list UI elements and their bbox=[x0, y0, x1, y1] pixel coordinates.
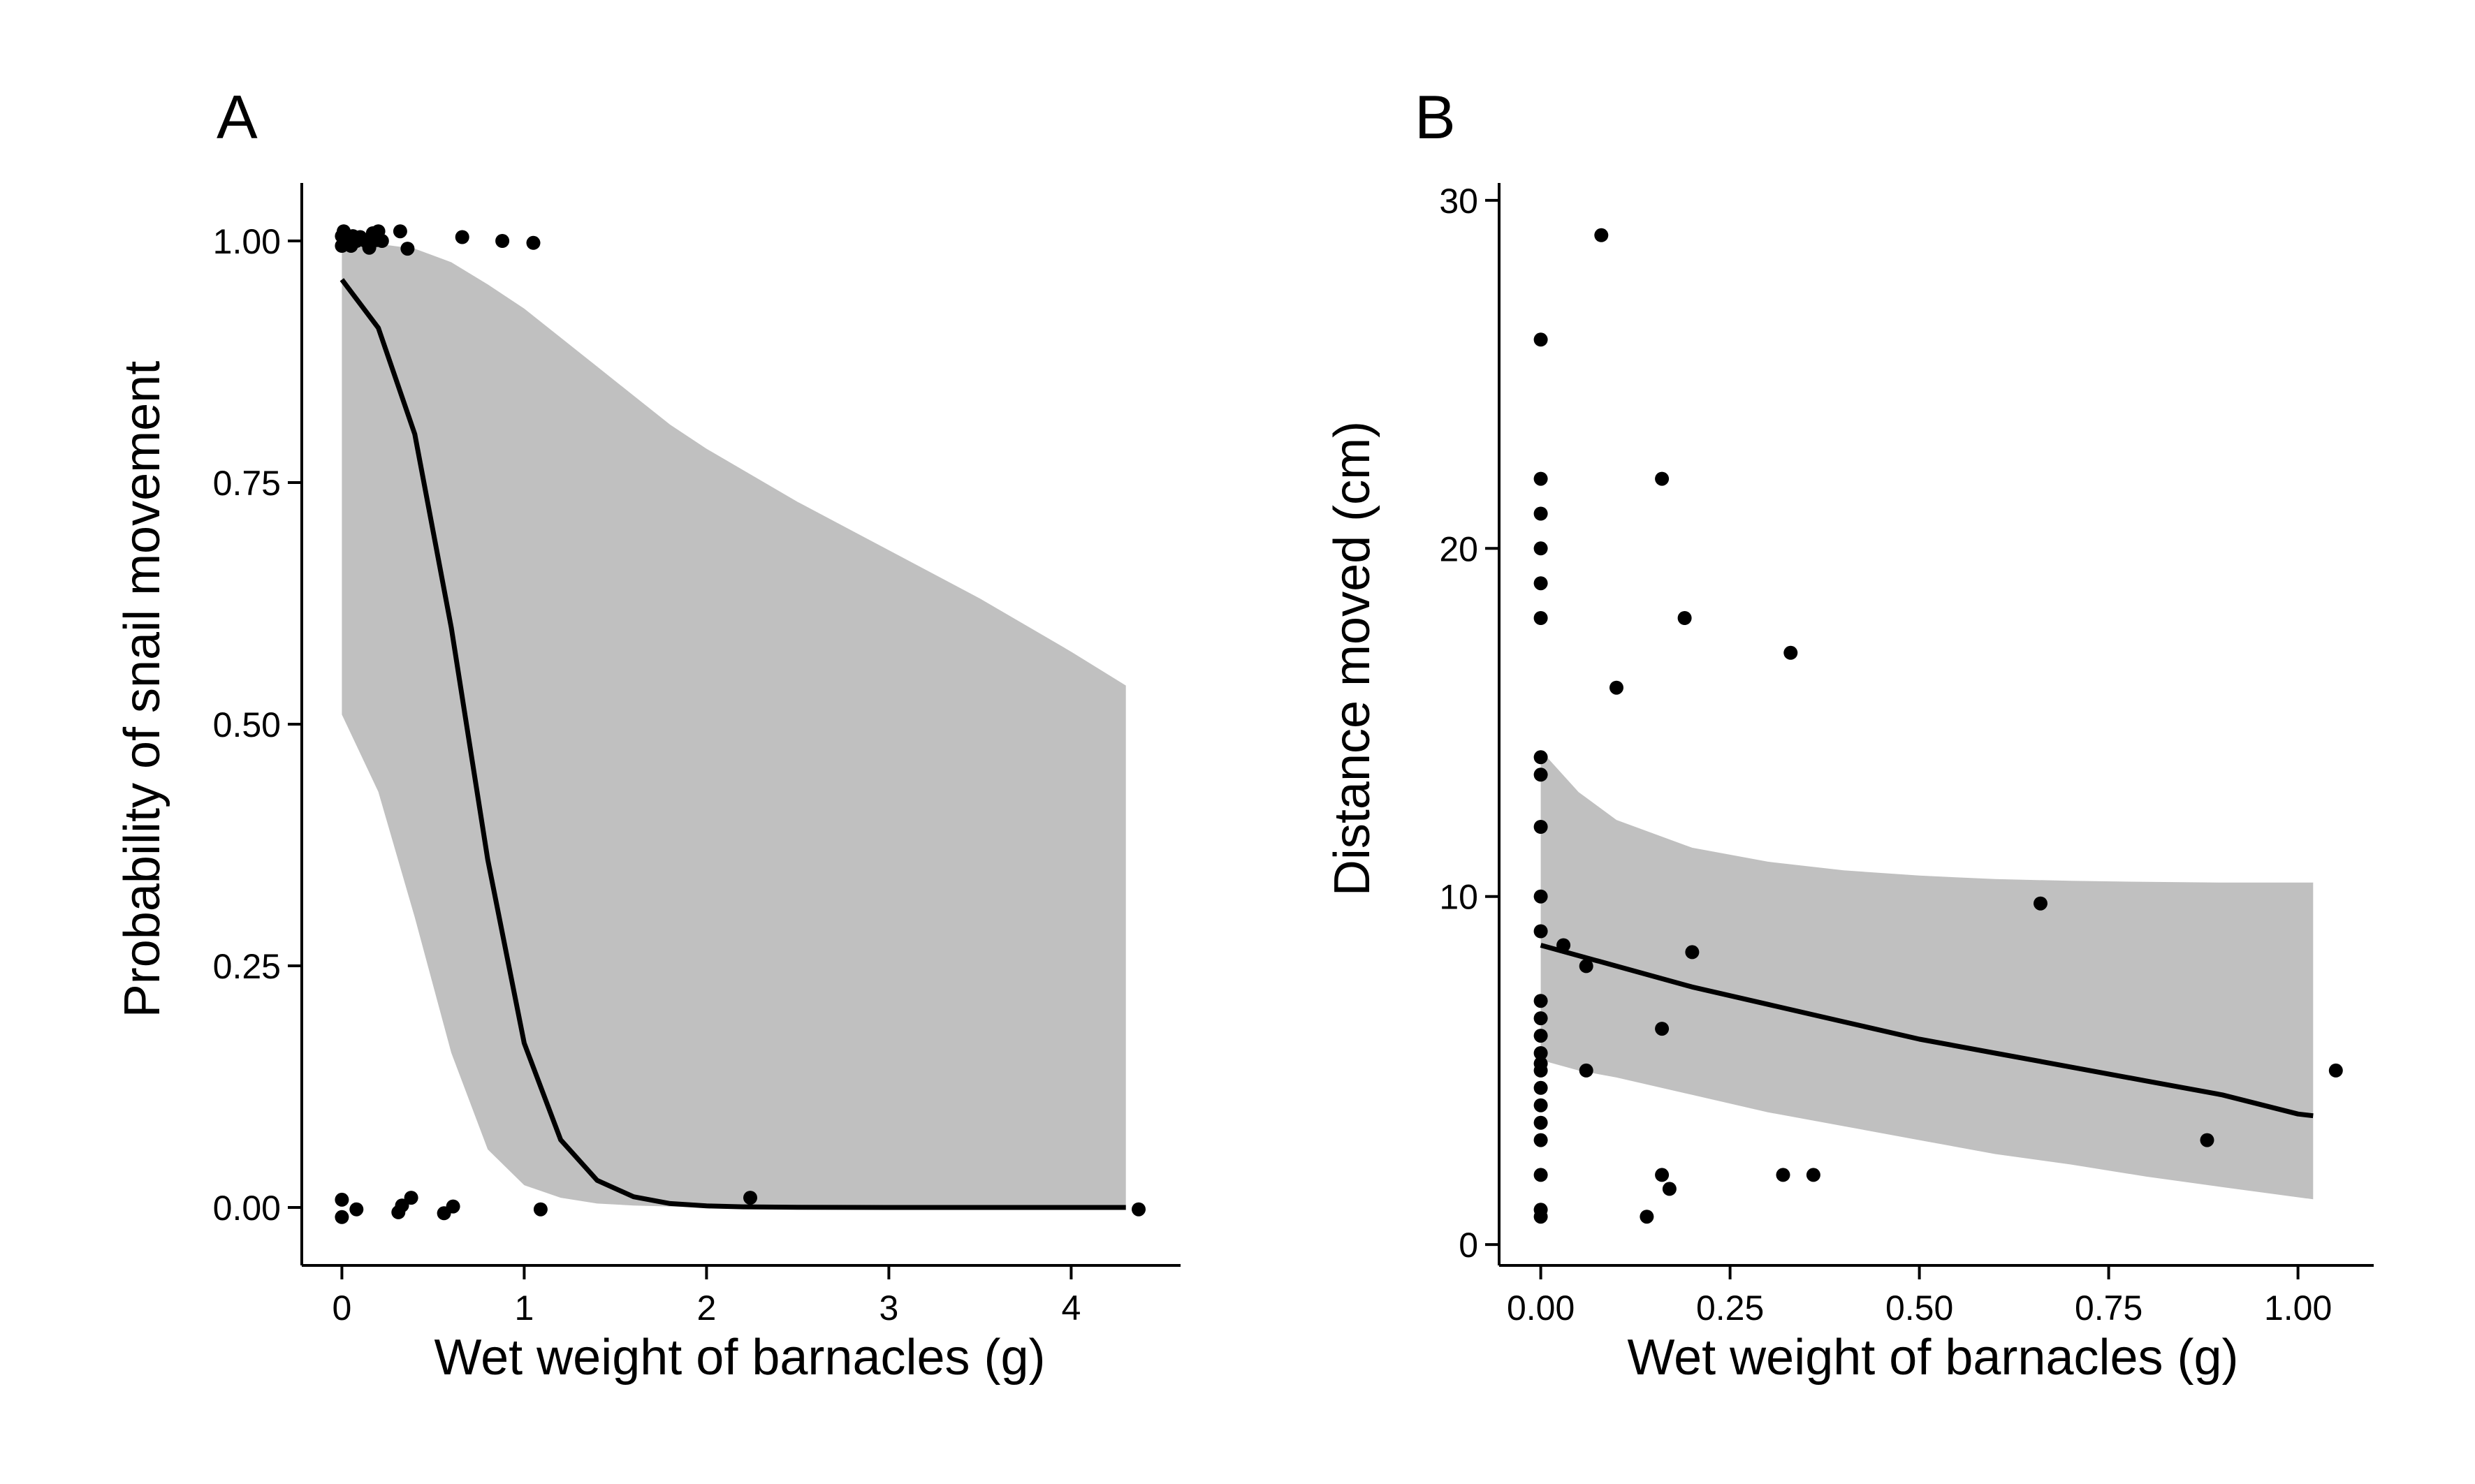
data-point bbox=[1132, 1202, 1146, 1217]
fit-line bbox=[1540, 943, 2314, 1119]
data-point bbox=[743, 1191, 757, 1205]
data-point bbox=[1655, 1022, 1670, 1036]
data-point bbox=[1533, 889, 1548, 904]
panel-b: B Wet weight of barnacles (g) Distance m… bbox=[1324, 82, 2374, 1386]
data-point bbox=[1533, 1046, 1548, 1060]
x-tick-label: 0.25 bbox=[1696, 1288, 1764, 1328]
data-point bbox=[2034, 896, 2047, 911]
data-point bbox=[1594, 228, 1609, 242]
data-point bbox=[1533, 1133, 1548, 1147]
data-point bbox=[404, 1191, 418, 1205]
x-tick-label: 0.00 bbox=[1507, 1288, 1575, 1328]
data-point bbox=[495, 234, 510, 248]
data-point bbox=[1533, 1011, 1548, 1026]
data-point bbox=[1533, 1210, 1548, 1224]
data-point bbox=[1533, 1080, 1548, 1095]
data-point bbox=[1533, 1115, 1548, 1130]
data-point bbox=[1533, 750, 1548, 765]
data-point bbox=[1533, 924, 1548, 939]
y-tick-label: 0.75 bbox=[213, 464, 281, 503]
data-point bbox=[335, 1210, 349, 1224]
y-tick-label: 1.00 bbox=[213, 222, 281, 261]
data-point bbox=[1677, 611, 1692, 625]
panel-label-b: B bbox=[1415, 82, 1456, 152]
data-point bbox=[1533, 994, 1548, 1008]
x-tick-label: 0.75 bbox=[2075, 1288, 2142, 1328]
data-point bbox=[455, 230, 469, 244]
data-point bbox=[1640, 1210, 1654, 1224]
data-point bbox=[1533, 1063, 1548, 1078]
y-axis-title-a: Probability of snail movement bbox=[115, 361, 170, 1018]
y-axis-title-b: Distance moved (cm) bbox=[1324, 421, 1380, 896]
y-tick-label: 0 bbox=[1459, 1226, 1478, 1265]
data-point bbox=[1533, 820, 1548, 834]
data-point bbox=[1533, 1029, 1548, 1043]
data-point bbox=[1579, 959, 1593, 974]
data-point bbox=[533, 1202, 548, 1217]
data-point bbox=[1655, 1168, 1670, 1182]
data-point bbox=[1655, 471, 1670, 486]
data-point bbox=[1806, 1168, 1820, 1182]
data-point bbox=[526, 235, 541, 250]
y-tick-label: 0.50 bbox=[213, 705, 281, 744]
data-point bbox=[1533, 506, 1548, 521]
data-point bbox=[400, 242, 415, 256]
panel-label-a: A bbox=[217, 82, 258, 152]
x-tick-label: 1 bbox=[515, 1288, 534, 1328]
x-tick-label: 1.00 bbox=[2264, 1288, 2332, 1328]
data-point bbox=[1533, 541, 1548, 556]
data-point bbox=[1533, 767, 1548, 782]
y-tick-label: 0.00 bbox=[213, 1189, 281, 1228]
data-point bbox=[1556, 938, 1571, 953]
x-tick-label: 4 bbox=[1061, 1288, 1081, 1328]
x-tick-label: 2 bbox=[697, 1288, 717, 1328]
confidence-band bbox=[342, 242, 1126, 1207]
y-tick-label: 10 bbox=[1439, 878, 1478, 917]
data-point bbox=[349, 1202, 364, 1217]
data-point bbox=[1533, 471, 1548, 486]
fit-line bbox=[340, 278, 1126, 1210]
panel-a: A Wet weight of barnacles (g) Probabilit… bbox=[115, 82, 1181, 1386]
data-point bbox=[1533, 1098, 1548, 1112]
data-point bbox=[446, 1199, 460, 1214]
data-point bbox=[1783, 645, 1798, 660]
data-point bbox=[1533, 611, 1548, 625]
data-point bbox=[393, 224, 407, 239]
data-point bbox=[1533, 332, 1548, 347]
x-axis-title-a: Wet weight of barnacles (g) bbox=[434, 1330, 1045, 1386]
data-point bbox=[1662, 1182, 1677, 1196]
data-point bbox=[1609, 680, 1623, 695]
x-tick-label: 0.50 bbox=[1885, 1288, 1953, 1328]
data-point bbox=[2328, 1063, 2343, 1078]
y-tick-label: 20 bbox=[1439, 529, 1478, 568]
y-tick-label: 30 bbox=[1439, 182, 1478, 221]
data-point bbox=[2200, 1133, 2214, 1147]
x-tick-label: 3 bbox=[879, 1288, 899, 1328]
y-tick-label: 0.25 bbox=[213, 947, 281, 986]
data-point bbox=[1533, 576, 1548, 591]
data-point bbox=[335, 1192, 349, 1207]
data-point bbox=[1533, 1168, 1548, 1182]
data-point bbox=[374, 234, 389, 248]
data-point bbox=[1776, 1168, 1790, 1182]
x-tick-label: 0 bbox=[333, 1288, 352, 1328]
data-point bbox=[395, 1198, 409, 1213]
confidence-band bbox=[1540, 750, 2314, 1200]
data-point bbox=[1579, 1063, 1593, 1078]
x-axis-title-b: Wet weight of barnacles (g) bbox=[1627, 1330, 2238, 1386]
data-point bbox=[1685, 945, 1700, 960]
